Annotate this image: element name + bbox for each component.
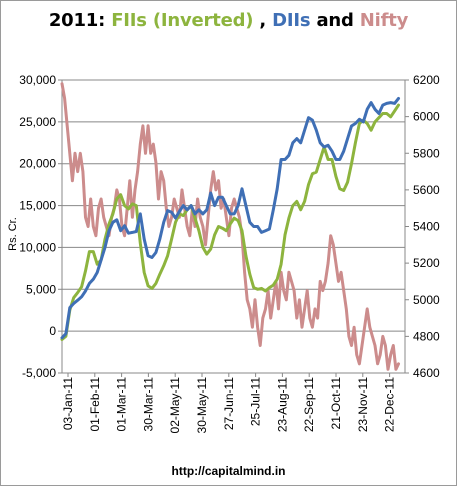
x-tick-label: 22-Dec-11 (383, 377, 397, 432)
right-tick-label: 5400 (413, 220, 440, 234)
right-tick-label: 4600 (413, 366, 440, 380)
x-tick-label: 01-Feb-11 (88, 377, 102, 432)
x-tick-label: 21-Oct-11 (329, 377, 343, 430)
right-tick-label: 6200 (413, 73, 440, 87)
left-tick-label: 30,000 (19, 73, 56, 87)
left-tick-label: 0 (49, 324, 56, 338)
source-url: http://capitalmind.in (171, 464, 286, 478)
right-tick-label: 5200 (413, 256, 440, 270)
x-tick-label: 23-Aug-11 (275, 377, 289, 432)
x-tick-label: 23-Nov-11 (356, 377, 370, 432)
left-tick-label: 5,000 (26, 282, 56, 296)
diis-line (60, 96, 400, 340)
x-tick-label: 02-May-11 (168, 377, 182, 434)
left-tick-label: 25,000 (19, 115, 56, 129)
y-axis-label: Rs. Cr. (7, 217, 19, 251)
x-tick-label: 22-Sep-11 (302, 377, 316, 432)
left-tick-label: 15,000 (19, 199, 56, 213)
left-tick-label: 20,000 (19, 157, 56, 171)
x-tick-label: 25-Jul-11 (249, 377, 263, 426)
right-tick-label: 5800 (413, 146, 440, 160)
right-tick-label: 5600 (413, 183, 440, 197)
right-tick-label: 6000 (413, 110, 440, 124)
x-tick-label: 30-May-11 (195, 377, 209, 434)
title-dii: DIIs (272, 10, 311, 31)
title-nifty: Nifty (359, 10, 409, 31)
right-tick-label: 4800 (413, 329, 440, 343)
x-tick-label: 03-Jan-11 (61, 377, 75, 430)
fiis-inverted-line (60, 103, 400, 341)
x-tick-label: 01-Mar-11 (115, 377, 129, 432)
title-sep1: , (253, 10, 273, 31)
title-fii: FIIs (Inverted) (111, 10, 254, 31)
title-year: 2011: (48, 10, 112, 31)
x-tick-label: 30-Mar-11 (141, 377, 155, 432)
left-tick-label: -5,000 (22, 366, 56, 380)
title-sep2: and (310, 10, 360, 31)
right-tick-label: 5000 (413, 293, 440, 307)
chart-title: 2011: FIIs (Inverted) , DIIs and Nifty (0, 10, 457, 31)
x-tick-label: 27-Jun-11 (222, 377, 236, 430)
left-tick-label: 10,000 (19, 240, 56, 254)
